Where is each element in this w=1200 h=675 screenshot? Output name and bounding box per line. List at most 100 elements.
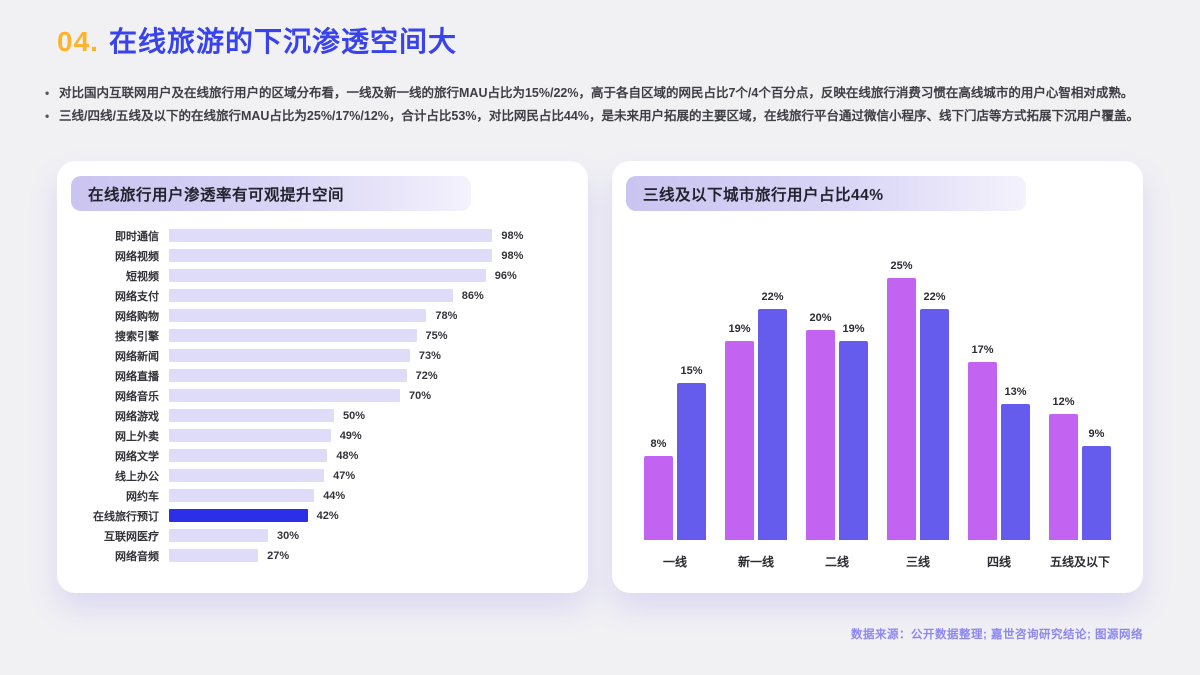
- bar: [169, 549, 259, 562]
- bar: [1049, 414, 1078, 540]
- bar: [806, 330, 835, 540]
- bar-with-label: 15%: [677, 365, 706, 540]
- bar-with-label: 9%: [1082, 427, 1111, 540]
- bar: [169, 249, 493, 262]
- bar: [725, 340, 754, 540]
- bar-value-label: 13%: [1004, 385, 1027, 398]
- bar-row: 互联网医疗 30%: [71, 529, 574, 543]
- bar: [169, 389, 400, 402]
- bar: [169, 349, 410, 362]
- bar-row: 网络支付 86%: [71, 289, 574, 303]
- bar: [644, 456, 673, 540]
- bar-value-label: 19%: [842, 322, 865, 335]
- bar: [758, 309, 787, 540]
- bar-value-label: 47%: [333, 469, 356, 482]
- bar-category-label: 三线: [905, 555, 930, 569]
- bar-category-label: 网约车: [126, 490, 159, 503]
- bar-with-label: 22%: [920, 291, 949, 540]
- bar-group: 8% 15% 一线: [644, 365, 706, 569]
- bar-category-label: 网络音乐: [115, 390, 159, 403]
- bar-row: 在线旅行预订 42%: [71, 509, 574, 523]
- bar-category-label: 网络音频: [115, 550, 159, 563]
- bar-with-label: 12%: [1049, 396, 1078, 540]
- bar: [169, 449, 328, 462]
- bar-value-label: 9%: [1088, 427, 1105, 440]
- bar-row: 网络游戏 50%: [71, 409, 574, 423]
- bar: [920, 309, 949, 540]
- bar-pair: 20% 19%: [806, 312, 868, 540]
- bar-with-label: 25%: [887, 260, 916, 540]
- bar-group: 17% 13% 四线: [968, 344, 1030, 569]
- bar-category-label: 网络新闻: [115, 350, 159, 363]
- bar-category-label: 网络购物: [115, 310, 159, 323]
- bar-row: 网络购物 78%: [71, 309, 574, 323]
- bar-group: 19% 22% 新一线: [725, 291, 787, 569]
- bar-value-label: 27%: [267, 549, 290, 562]
- bar-value-label: 96%: [494, 269, 517, 282]
- bar-category-label: 即时通信: [115, 230, 159, 243]
- bar: [169, 289, 453, 302]
- bar-value-label: 98%: [501, 229, 524, 242]
- bar-category-label: 网络视频: [115, 250, 159, 263]
- bar-pair: 8% 15%: [644, 365, 706, 540]
- bar-value-label: 30%: [277, 529, 300, 542]
- bar-value-label: 78%: [435, 309, 458, 322]
- bar-value-label: 22%: [761, 291, 784, 303]
- bar: [677, 382, 706, 540]
- bar-pair: 12% 9%: [1049, 396, 1111, 540]
- bar-row: 网络音乐 70%: [71, 389, 574, 403]
- bar-row: 线上办公 47%: [71, 469, 574, 483]
- bar-pair: 17% 13%: [968, 344, 1030, 540]
- bar-row: 网络新闻 73%: [71, 349, 574, 363]
- bar-with-label: 13%: [1001, 385, 1030, 540]
- page-title: 04. 在线旅游的下沉渗透空间大: [57, 20, 457, 60]
- bar-category-label: 网上外卖: [115, 430, 159, 443]
- bar: [169, 529, 268, 542]
- bar-category-label: 二线: [824, 555, 849, 569]
- bar-with-label: 19%: [839, 322, 868, 540]
- bar-row: 网约车 44%: [71, 489, 574, 503]
- bar-value-label: 48%: [336, 449, 359, 462]
- bar-row: 搜索引擎 75%: [71, 329, 574, 343]
- bar-value-label: 12%: [1052, 396, 1075, 408]
- bar: [169, 409, 334, 422]
- bar-category-label: 搜索引擎: [115, 330, 159, 343]
- bar: [169, 369, 407, 382]
- penetration-chart-card: 在线旅行用户渗透率有可观提升空间 即时通信 98% 网络视频 98% 短视频 96% 网络支…: [57, 161, 588, 593]
- slide-title: 在线旅游的下沉渗透空间大: [108, 26, 457, 57]
- bar: [169, 309, 427, 322]
- bar-with-label: 8%: [644, 438, 673, 540]
- bar-row: 网络直播 72%: [71, 369, 574, 383]
- bar: [887, 277, 916, 540]
- bar-group: 20% 19% 二线: [806, 312, 868, 569]
- bar-row: 网上外卖 49%: [71, 429, 574, 443]
- bar-row: 即时通信 98%: [71, 229, 574, 243]
- data-source-note: 数据来源：公开数据整理; 嘉世咨询研究结论; 图源网络: [850, 629, 1143, 641]
- bar-group: 25% 22% 三线: [887, 260, 949, 569]
- bar: [169, 429, 331, 442]
- bullet-item: 三线/四线/五线及以下的在线旅行MAU占比为25%/17%/12%，合计占比53…: [45, 105, 1160, 128]
- bar-value-label: 70%: [409, 389, 432, 402]
- bar-category-label: 五线及以下: [1049, 555, 1110, 569]
- bar-category-label: 线上办公: [115, 470, 159, 483]
- bar: [1001, 403, 1030, 540]
- bar-row: 短视频 96%: [71, 269, 574, 283]
- bar-category-label: 四线: [986, 555, 1011, 569]
- bar-group: 12% 9% 五线及以下: [1049, 396, 1111, 569]
- bar-value-label: 8%: [650, 438, 667, 450]
- bar: [169, 229, 493, 242]
- bar-value-label: 20%: [809, 312, 832, 324]
- bar-category-label: 网络游戏: [115, 410, 159, 423]
- bar-category-label: 网络支付: [115, 290, 159, 303]
- bar: [169, 269, 486, 282]
- bar-category-label: 一线: [662, 555, 687, 569]
- bar-with-label: 20%: [806, 312, 835, 540]
- city-tier-chart-title: 三线及以下城市旅行用户占比44%: [626, 176, 1026, 211]
- bar: [169, 469, 325, 482]
- bar-pair: 19% 22%: [725, 291, 787, 540]
- bar-category-label: 短视频: [126, 270, 159, 283]
- bar-value-label: 44%: [323, 489, 346, 502]
- bar-category-label: 互联网医疗: [104, 530, 159, 543]
- bar-value-label: 86%: [461, 289, 484, 302]
- penetration-chart-title: 在线旅行用户渗透率有可观提升空间: [71, 176, 471, 211]
